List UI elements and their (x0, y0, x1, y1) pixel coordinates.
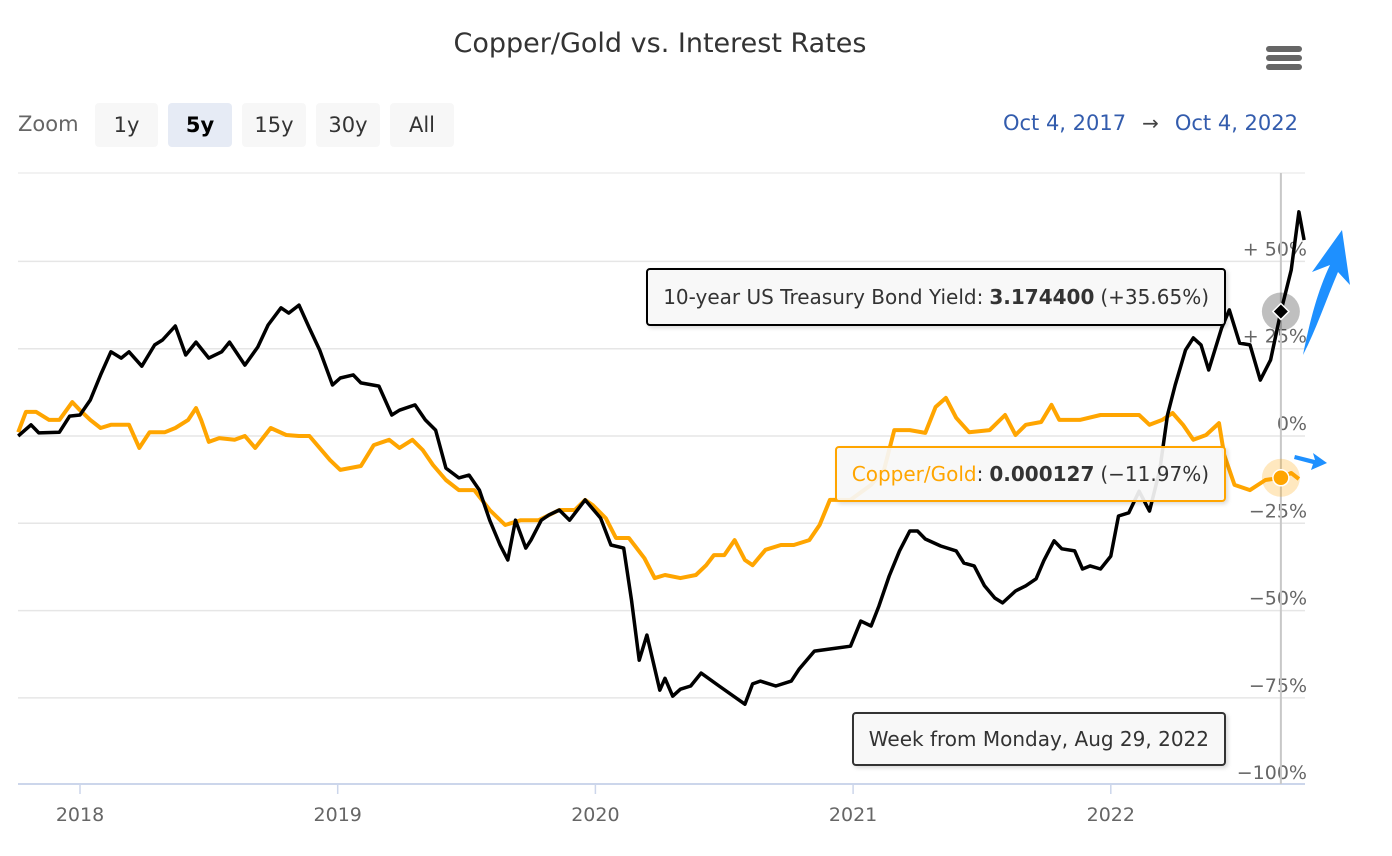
chart-title: Copper/Gold vs. Interest Rates (453, 28, 867, 59)
y-tick-label: −75% (1249, 675, 1307, 697)
tooltip-sep: : (976, 462, 984, 486)
tooltip-treasury-value: 3.174400 (989, 285, 1095, 309)
y-tick-label: 0% (1277, 413, 1307, 435)
zoom-15y-button[interactable]: 15y (242, 103, 306, 147)
tooltip-sep: : (976, 285, 984, 309)
y-tick-label: −50% (1249, 588, 1307, 610)
tooltip-treasury-name: 10-year US Treasury Bond Yield (663, 285, 977, 309)
zoom-label: Zoom (18, 112, 79, 136)
tooltip-treasury: 10-year US Treasury Bond Yield: 3.174400… (646, 268, 1226, 326)
trend-up-arrow-icon (1303, 230, 1350, 355)
tooltip-date: Week from Monday, Aug 29, 2022 (851, 712, 1226, 766)
tooltip-treasury-change: (+35.65%) (1100, 285, 1209, 309)
tooltip-copper-gold-name: Copper/Gold (851, 462, 977, 486)
y-tick-label: −100% (1237, 762, 1307, 784)
hover-marker-copper-gold (1272, 469, 1290, 487)
trend-right-arrow-icon (1294, 453, 1327, 470)
date-range: Oct 4, 2017 → Oct 4, 2022 (1003, 111, 1298, 135)
range-from-input[interactable]: Oct 4, 2017 (1002, 111, 1127, 135)
zoom-all-button[interactable]: All (390, 103, 454, 147)
zoom-1y-button[interactable]: 1y (95, 103, 158, 147)
range-to-input[interactable]: Oct 4, 2022 (1174, 111, 1298, 135)
zoom-5y-button[interactable]: 5y (168, 103, 232, 147)
tooltip-copper-gold-change: (−11.97%) (1100, 462, 1209, 486)
y-tick-label: + 50% (1243, 238, 1307, 260)
x-tick-label: 2021 (829, 804, 877, 826)
hover-marker-treasury (1271, 302, 1290, 321)
tooltip-copper-gold: Copper/Gold: 0.000127 (−11.97%) (834, 446, 1226, 502)
series-line-copper-gold (16, 395, 1301, 581)
x-tick-label: 2020 (571, 804, 619, 826)
range-arrow: → (1142, 111, 1159, 135)
x-tick-label: 2018 (56, 804, 104, 826)
hamburger-menu-icon[interactable] (1266, 46, 1302, 72)
tooltip-copper-gold-value: 0.000127 (989, 462, 1095, 486)
x-tick-label: 2022 (1087, 804, 1135, 826)
zoom-30y-button[interactable]: 30y (316, 103, 380, 147)
y-tick-label: −25% (1249, 500, 1307, 522)
series-line-treasury (17, 210, 1306, 706)
x-tick-label: 2019 (314, 804, 362, 826)
